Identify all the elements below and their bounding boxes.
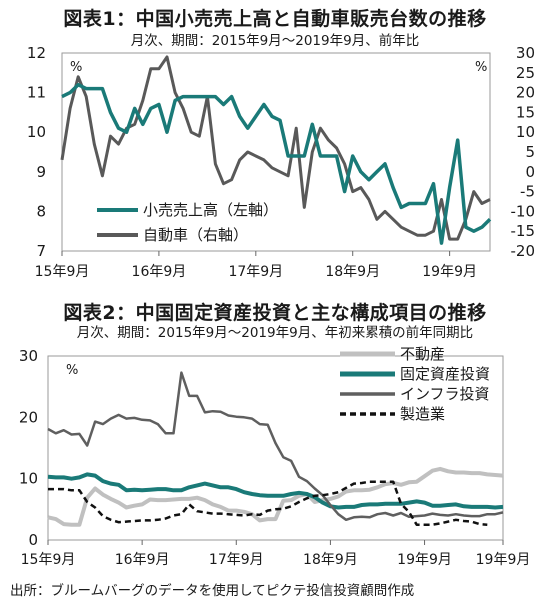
y-left-tick-label: 10 [27,123,46,141]
y-right-tick-label: -10 [511,202,536,220]
y-right-tick-label: 30 [516,44,535,62]
y-right-tick-label: 20 [516,84,535,102]
legend-label-car: 自動車（右軸） [143,226,248,244]
series-line-2 [47,371,504,522]
y-left-unit: % [70,60,82,75]
y-right-tick-label: -20 [511,242,536,260]
x-tick-label: 18年9月 [325,264,380,280]
x-tick-label: 15年9月 [35,264,90,280]
y-right-tick-label: 15 [516,103,535,121]
chart2-title: 図表2：中国固定資産投資と主な構成項目の推移 [63,302,487,324]
y-tick-label: 10 [19,470,38,488]
y-left-tick-label: 11 [27,84,46,102]
y-right-unit: % [475,60,487,75]
y-tick-label: 30 [19,347,38,365]
x-tick-label: 18年9月 [303,552,358,568]
legend-label-3: 製造業 [400,405,445,423]
y-right-tick-label: -5 [520,183,535,201]
y-tick-label: 0 [28,531,38,549]
x-tick-label: 19年9月 [397,552,452,568]
legend-label-1: 固定資産投資 [400,365,490,383]
legend-label-2: インフラ投資 [400,385,490,403]
x-tick-label: 19年9月 [422,264,477,280]
y-tick-label: 20 [19,408,38,426]
x-tick-label: 15年9月 [21,552,76,568]
y-right-tick-label: 10 [516,123,535,141]
chart1-subtitle: 月次、期間：2015年9月～2019年9月、前年比 [130,33,420,49]
plot-frame [61,52,491,252]
y-right-tick-label: 25 [516,64,535,82]
y-left-tick-label: 12 [27,44,46,62]
series-line-retail [61,82,492,245]
y-right-tick-label: 5 [525,143,535,161]
y-right-tick-label: -15 [511,222,536,240]
chart1-title: 図表1：中国小売売上高と自動車販売台数の推移 [63,8,487,30]
chart2: 0 10 20 30% 15年9月 16年9月 17年9月 18年9月 19年9月 19年9月 不動… [19,345,531,568]
chart2-subtitle: 月次、期間：2015年9月～2019年9月、年初来累積の前年同期比 [76,325,474,341]
y-unit: % [66,363,78,378]
series-line-0 [47,466,504,527]
legend-label-retail: 小売売上高（左軸） [143,201,278,219]
x-tick-label: 17年9月 [209,552,264,568]
legend-label-0: 不動産 [400,345,445,363]
series-line-car [60,55,491,241]
x-tick-label-end: 19年9月 [476,552,531,568]
y-left-tick-label: 7 [36,242,46,260]
y-left-tick-label: 8 [36,202,46,220]
series-line-1 [47,472,504,510]
y-right-tick-label: 0 [525,163,535,181]
y-left-tick-label: 9 [36,163,46,181]
x-tick-label: 16年9月 [132,264,187,280]
x-tick-label: 17年9月 [228,264,283,280]
series-line-3 [48,480,488,526]
source-note: 出所：ブルームバーグのデータを使用してピクテ投信投資顧問作成 [10,583,415,599]
plot-frame [47,355,504,541]
x-tick-label: 16年9月 [115,552,170,568]
